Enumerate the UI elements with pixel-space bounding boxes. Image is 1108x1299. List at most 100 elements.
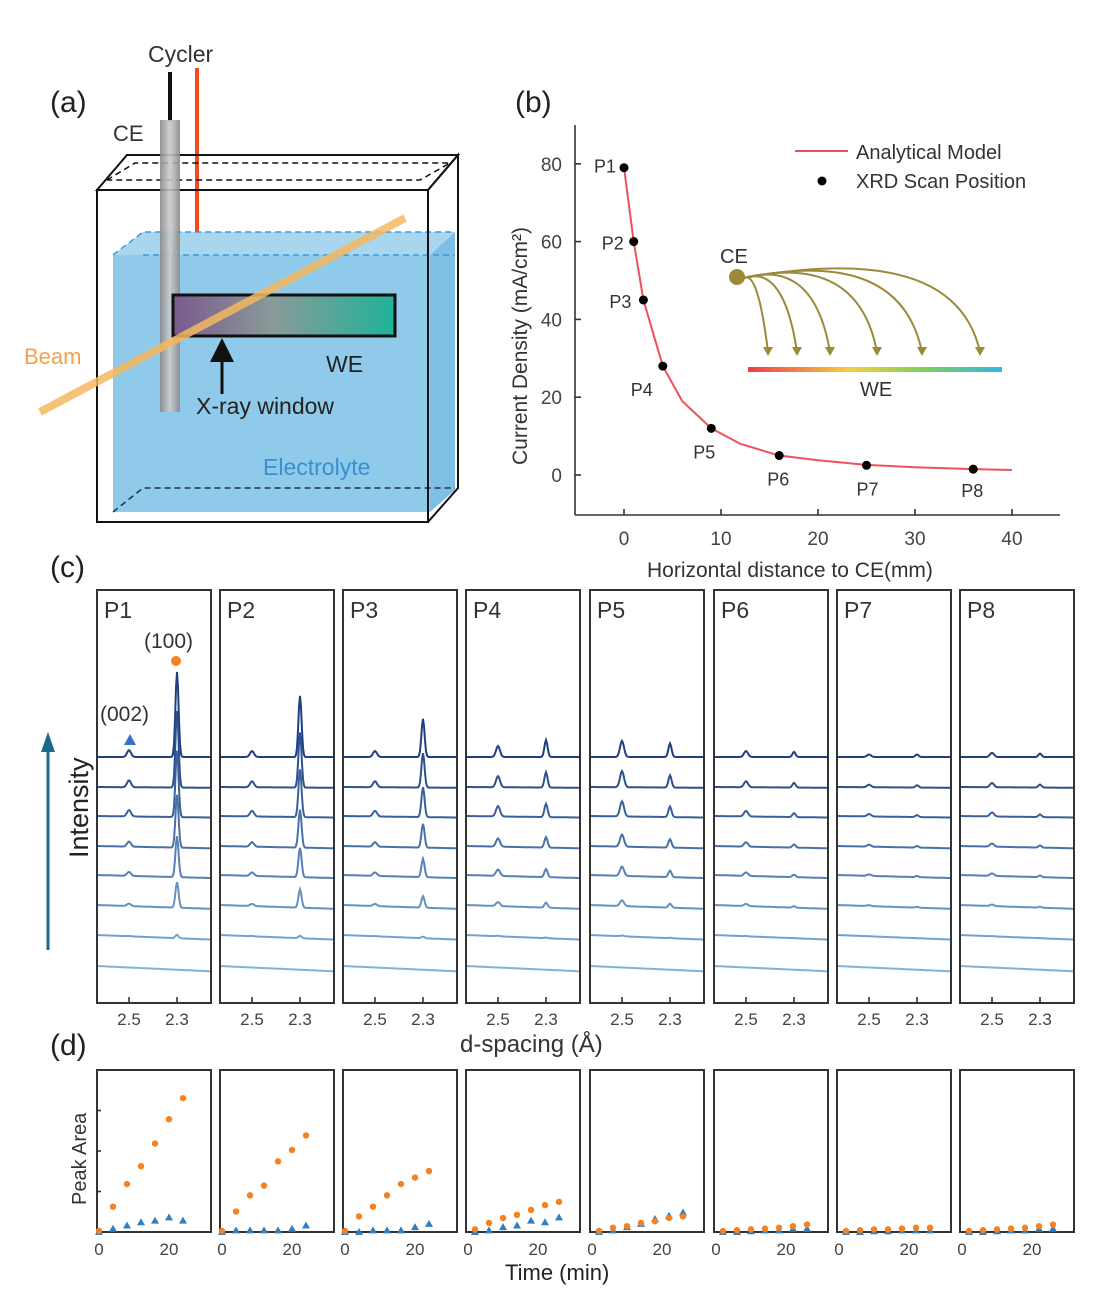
peak-002-point bbox=[302, 1221, 310, 1229]
xrd-trace bbox=[344, 718, 456, 758]
b-y-tick-label: 60 bbox=[541, 233, 562, 254]
xrd-trace bbox=[467, 769, 580, 789]
scan-point-label: P7 bbox=[857, 479, 879, 499]
xrd-trace bbox=[220, 847, 333, 879]
xrd-panel-title: P1 bbox=[104, 597, 132, 623]
xrd-trace bbox=[960, 872, 1073, 879]
panel-d: (d) Peak Area Time (min) 0 20 0 20 0 20 0 20 0 20… bbox=[50, 1029, 1075, 1285]
scan-point-label: P8 bbox=[961, 481, 983, 501]
peak-area-panel bbox=[836, 1069, 952, 1233]
peak-002-point bbox=[1049, 1224, 1057, 1232]
xrd-trace bbox=[961, 811, 1073, 819]
panel-c: (c) Intensity d-spacing (Å) (100) (002) … bbox=[41, 551, 1075, 1058]
peak-100-point bbox=[993, 1226, 1001, 1233]
xrd-trace bbox=[961, 842, 1074, 850]
peak-002-label: (002) bbox=[100, 703, 149, 726]
peak-002-point bbox=[246, 1226, 254, 1234]
xrd-trace bbox=[837, 873, 950, 879]
peak-100-point bbox=[411, 1174, 419, 1181]
panel-a: (a) Cycler CE Beam WE X-ray window Elect… bbox=[24, 41, 461, 523]
peak-100-point bbox=[341, 1227, 349, 1235]
peak-100-point bbox=[775, 1224, 783, 1231]
xrd-panel-title: P7 bbox=[844, 597, 872, 623]
peak-002-point bbox=[137, 1218, 145, 1226]
peak-100-point bbox=[789, 1222, 797, 1230]
scan-point-label: P6 bbox=[767, 470, 789, 490]
peak-002-point bbox=[151, 1216, 159, 1224]
peak-100-point bbox=[232, 1208, 240, 1215]
xrd-x-tick-label: 2.3 bbox=[658, 1010, 682, 1029]
xrd-trace bbox=[960, 903, 1074, 910]
peak-100-point bbox=[679, 1213, 687, 1220]
xrd-trace bbox=[590, 934, 703, 941]
peak-area-panel bbox=[342, 1069, 458, 1233]
xrd-scan-point bbox=[706, 423, 716, 433]
peak-100-point bbox=[842, 1227, 850, 1235]
xrd-panel bbox=[589, 589, 705, 1004]
xrd-trace bbox=[467, 834, 580, 850]
peak-002-point bbox=[499, 1223, 507, 1231]
inset-arrow-icon bbox=[763, 347, 773, 356]
inset-field-line bbox=[743, 271, 878, 353]
peak-100-point bbox=[555, 1198, 563, 1206]
peak-100-point bbox=[137, 1163, 145, 1170]
peak-100-point bbox=[747, 1226, 755, 1233]
xrd-trace bbox=[97, 965, 211, 973]
peak-100-point bbox=[288, 1146, 296, 1154]
xrd-trace bbox=[715, 749, 827, 758]
peak-100-point bbox=[274, 1158, 282, 1165]
peak-100-point bbox=[912, 1224, 920, 1231]
xrd-trace bbox=[221, 695, 333, 758]
inset-arrow-icon bbox=[975, 347, 985, 356]
peak-100-point bbox=[425, 1167, 433, 1175]
xrd-trace bbox=[466, 934, 579, 941]
xrd-trace bbox=[466, 901, 580, 910]
xrd-trace bbox=[591, 738, 703, 758]
xrd-x-tick-label: 2.3 bbox=[411, 1010, 435, 1029]
peak-area-panel bbox=[465, 1069, 581, 1233]
peak-area-x-tick-label: 20 bbox=[160, 1240, 179, 1259]
peak-100-point bbox=[485, 1219, 493, 1227]
inset-arrow-icon bbox=[792, 347, 802, 356]
xrd-trace bbox=[590, 965, 704, 973]
xrd-panel bbox=[836, 589, 952, 1004]
b-x-tick-label: 10 bbox=[710, 529, 731, 550]
legend-scan-label: XRD Scan Position bbox=[856, 171, 1026, 193]
xrd-x-tick-label: 2.5 bbox=[363, 1010, 387, 1029]
xrd-x-tick-label: 2.3 bbox=[782, 1010, 806, 1029]
xrd-x-tick-label: 2.5 bbox=[610, 1010, 634, 1029]
xrd-trace bbox=[714, 965, 828, 973]
peak-002-point bbox=[411, 1223, 419, 1231]
xrd-trace bbox=[221, 809, 334, 850]
xrd-x-tick-label: 2.3 bbox=[288, 1010, 312, 1029]
xrd-trace bbox=[466, 965, 580, 973]
peak-100-point bbox=[397, 1180, 405, 1188]
xrd-trace bbox=[961, 781, 1074, 789]
xrd-x-tick-label: 2.5 bbox=[734, 1010, 758, 1029]
panel-c-label: (c) bbox=[50, 551, 85, 584]
peak-002-point bbox=[274, 1226, 282, 1234]
peak-100-point bbox=[665, 1214, 673, 1222]
c-ylabel: Intensity bbox=[64, 757, 94, 858]
b-x-tick-label: 30 bbox=[904, 529, 925, 550]
panel-b: (b) Horizontal distance to CE(mm) Curren… bbox=[509, 86, 1060, 582]
scan-point-label: P1 bbox=[594, 157, 616, 177]
peak-100-point bbox=[1021, 1224, 1029, 1231]
d-xlabel: Time (min) bbox=[505, 1260, 609, 1285]
b-x-tick-label: 20 bbox=[807, 529, 828, 550]
peak-100-point bbox=[637, 1219, 645, 1227]
peak-area-x-tick-label: 20 bbox=[900, 1240, 919, 1259]
peak-100-point bbox=[260, 1182, 268, 1189]
peak-100-point bbox=[719, 1227, 727, 1235]
panel-b-label: (b) bbox=[515, 86, 552, 119]
b-y-tick-label: 80 bbox=[541, 155, 562, 176]
inset-field-line bbox=[743, 275, 798, 353]
peak-area-x-tick-label: 20 bbox=[406, 1240, 425, 1259]
peak-002-point bbox=[355, 1228, 363, 1235]
xrd-trace bbox=[221, 732, 334, 789]
xrd-panel bbox=[96, 589, 212, 1004]
we-label: WE bbox=[326, 351, 363, 377]
peak-100-point bbox=[609, 1224, 617, 1231]
peak-002-point bbox=[179, 1216, 187, 1224]
